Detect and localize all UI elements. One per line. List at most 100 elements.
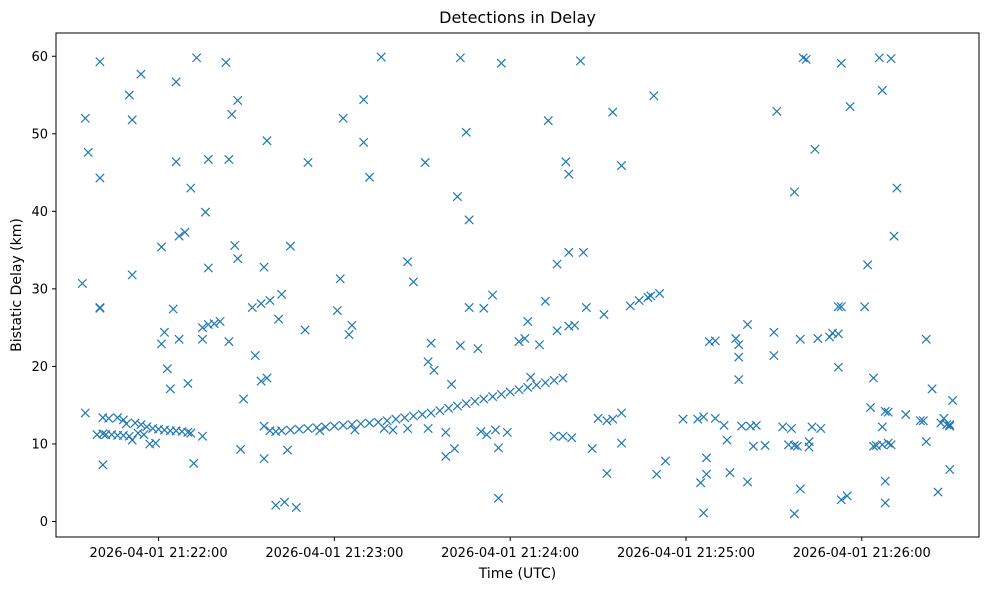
data-point: [449, 443, 460, 454]
data-point: [400, 412, 410, 423]
data-point: [320, 422, 331, 432]
data-point: [918, 416, 928, 426]
data-point: [80, 408, 90, 418]
data-point: [792, 441, 802, 451]
data-point: [880, 498, 890, 508]
data-point: [520, 333, 530, 344]
data-point: [124, 90, 134, 100]
data-point: [429, 365, 439, 375]
data-point: [769, 327, 779, 337]
data-point: [338, 420, 348, 430]
data-point: [230, 240, 240, 251]
data-point: [698, 412, 709, 422]
data-point: [936, 418, 946, 428]
data-point: [391, 414, 401, 424]
data-point: [95, 303, 105, 313]
data-point: [197, 431, 208, 441]
data-point: [493, 443, 504, 453]
data-point: [564, 247, 574, 258]
data-point: [742, 319, 753, 330]
data-point: [558, 373, 568, 383]
data-point: [262, 373, 272, 383]
data-point: [599, 309, 609, 320]
data-point: [124, 431, 134, 441]
data-point: [303, 423, 313, 434]
data-point: [285, 241, 296, 251]
data-point: [769, 350, 779, 361]
data-point: [315, 426, 325, 436]
data-point: [402, 423, 413, 434]
data-point: [408, 277, 419, 287]
data-point: [203, 154, 213, 165]
data-point: [915, 416, 926, 426]
data-point: [696, 478, 706, 488]
data-point: [77, 278, 87, 289]
data-point: [877, 422, 887, 432]
data-point: [523, 382, 533, 392]
data-point: [772, 106, 782, 116]
data-point: [948, 395, 958, 406]
data-point: [833, 302, 843, 312]
data-point: [303, 157, 313, 168]
data-point: [151, 438, 161, 448]
data-point: [95, 173, 105, 183]
data-point: [127, 435, 137, 445]
data-point: [514, 336, 524, 347]
data-point: [265, 295, 275, 306]
data-point: [80, 113, 90, 123]
data-point: [180, 227, 190, 237]
data-point: [487, 392, 498, 402]
data-point: [388, 425, 398, 435]
chart-title: Detections in Delay: [439, 8, 596, 27]
data-point: [602, 416, 612, 426]
data-point: [660, 456, 671, 466]
data-point: [282, 445, 293, 455]
data-point: [701, 469, 712, 479]
data-point: [751, 420, 761, 430]
data-point: [760, 440, 770, 451]
data-point: [868, 373, 879, 383]
data-point: [452, 191, 463, 202]
data-point: [133, 428, 143, 438]
data-point: [130, 418, 140, 428]
data-point: [593, 413, 603, 423]
data-point: [344, 330, 354, 340]
y-tick-label: 30: [31, 282, 48, 297]
data-point: [945, 419, 955, 430]
data-point: [83, 147, 93, 158]
data-point: [652, 469, 662, 479]
data-point: [197, 323, 208, 333]
data-point: [719, 420, 729, 430]
data-point: [877, 85, 887, 96]
data-point: [493, 493, 504, 503]
data-point: [350, 425, 360, 435]
data-point: [789, 187, 800, 197]
y-tick-label: 10: [31, 437, 48, 452]
data-point: [710, 336, 720, 346]
data-point: [476, 426, 486, 437]
data-point: [347, 320, 357, 330]
data-point: [578, 247, 589, 258]
data-point: [259, 421, 269, 431]
data-point: [880, 476, 890, 486]
data-point: [256, 376, 266, 386]
data-point: [833, 329, 843, 339]
data-point: [359, 95, 369, 105]
data-point: [441, 451, 451, 461]
data-point: [921, 334, 931, 344]
data-point: [836, 302, 846, 312]
data-point: [329, 421, 339, 431]
data-point: [376, 52, 386, 62]
data-point: [587, 443, 597, 454]
data-point: [816, 423, 826, 434]
x-tick-label: 2026-04-01 21:22:00: [90, 546, 228, 561]
data-point: [693, 414, 703, 424]
data-point: [552, 259, 562, 269]
data-point: [285, 425, 296, 435]
y-axis-label: Bistatic Delay (km): [9, 218, 25, 352]
x-tick-label: 2026-04-01 21:23:00: [265, 546, 403, 561]
data-point: [420, 157, 430, 168]
data-point: [259, 262, 269, 272]
data-point: [678, 414, 688, 424]
